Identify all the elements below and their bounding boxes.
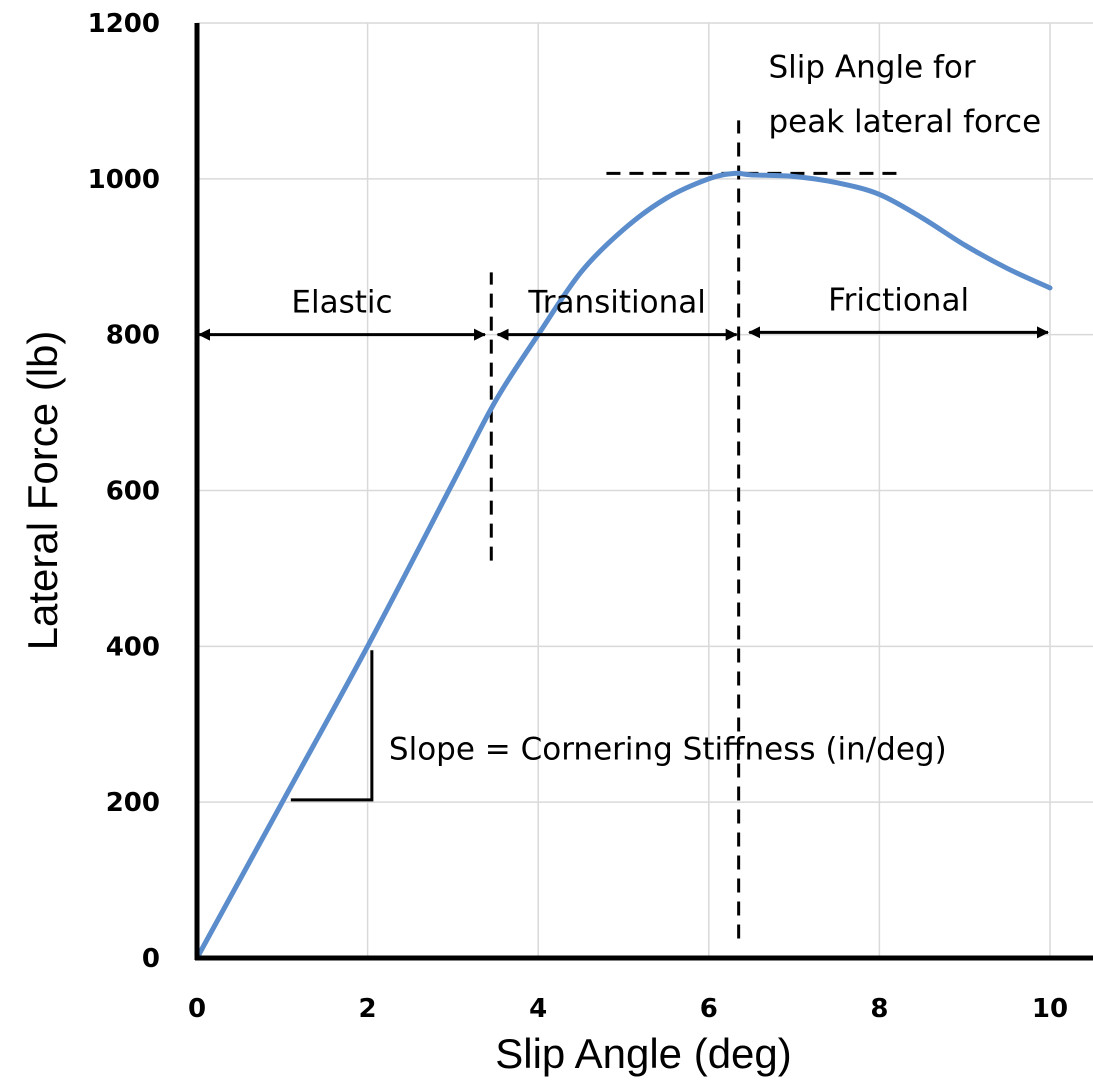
axes <box>194 23 1093 961</box>
tick-labels: 0 2 4 6 8 10 0 200 400 600 800 1000 1200 <box>88 9 1068 1024</box>
y-tick-label: 1000 <box>88 165 160 195</box>
slope-triangle <box>290 650 374 802</box>
y-tick-label: 200 <box>106 788 160 818</box>
lateral-force-curve <box>194 170 1053 961</box>
reference-lines <box>489 120 897 939</box>
annotation-text: peak lateral force <box>769 104 1042 140</box>
y-tick-label: 400 <box>106 632 160 662</box>
x-tick-label: 4 <box>529 994 547 1024</box>
region-label: Frictional <box>828 282 969 318</box>
series-layer <box>194 170 1053 961</box>
annotation-text: Slope = Cornering Stiffness (in/deg) <box>389 731 947 767</box>
y-tick-label: 1200 <box>88 9 160 39</box>
y-tick-label: 600 <box>106 477 160 507</box>
y-tick-label: 0 <box>142 944 160 974</box>
annotation-text: Slip Angle for <box>769 50 976 86</box>
x-axis-title: Slip Angle (deg) <box>495 1030 792 1077</box>
x-tick-label: 0 <box>188 994 206 1024</box>
region-label: Transitional <box>527 285 706 321</box>
x-tick-label: 8 <box>870 994 888 1024</box>
region-arrows: Elastic Transitional Frictional <box>198 282 1049 341</box>
y-axis-title: Lateral Force (lb) <box>19 331 66 651</box>
x-tick-label: 6 <box>700 994 718 1024</box>
grid-lines <box>197 22 1093 958</box>
y-tick-label: 800 <box>106 321 160 351</box>
region-label: Elastic <box>291 285 392 321</box>
x-tick-label: 10 <box>1032 994 1068 1024</box>
x-tick-label: 2 <box>359 994 377 1024</box>
annotations: Slip Angle for peak lateral force Slope = … <box>389 50 1041 768</box>
